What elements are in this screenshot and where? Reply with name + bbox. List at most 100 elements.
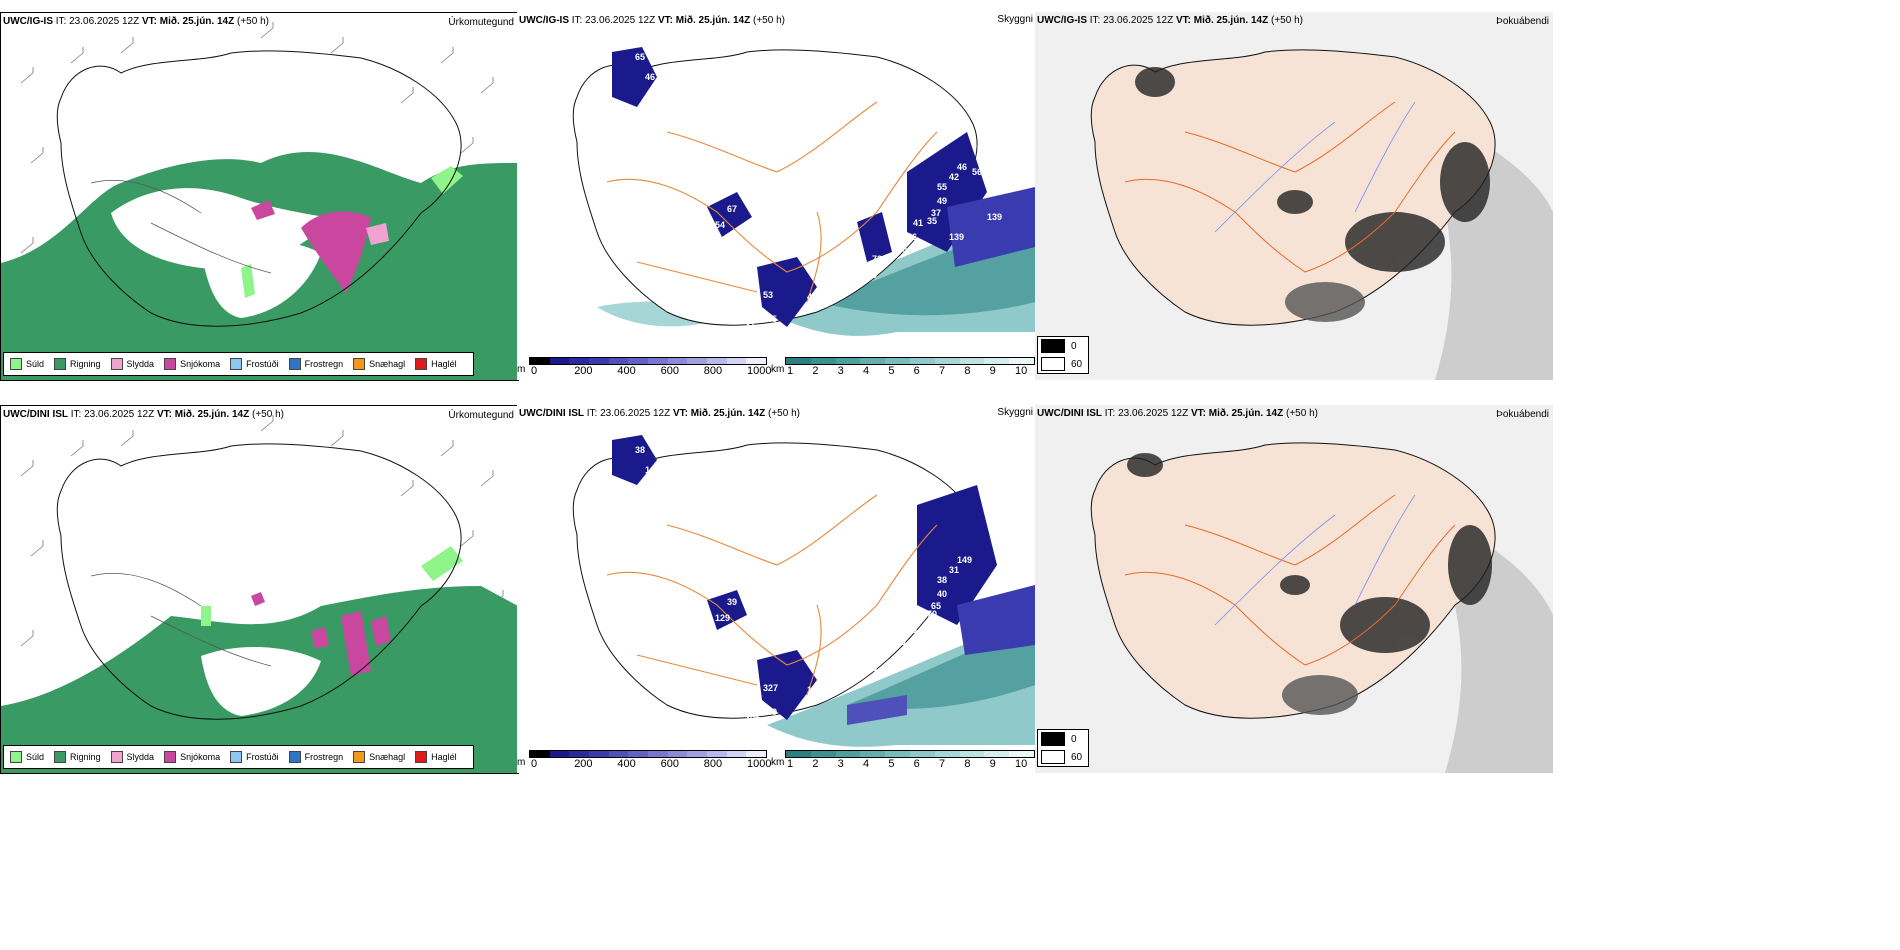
cloud-base-label: 34 <box>655 677 666 687</box>
visibility-unit: km <box>771 364 785 375</box>
map-header: UWC/DINI ISL IT: 23.06.2025 12Z VT: Mið.… <box>3 409 284 420</box>
cloud-base-label: 35 <box>767 314 778 324</box>
colorbar-tick: 800 <box>703 758 723 770</box>
legend-swatch <box>110 751 123 763</box>
cloud-base-label: 65 <box>635 52 646 62</box>
it-value: 23.06.2025 12Z <box>1118 408 1189 419</box>
fog-legend-value: 0 <box>1071 733 1077 745</box>
colorbar-segment <box>786 358 811 364</box>
vt-label: VT: <box>657 15 673 26</box>
lead-time: (+50 h) <box>1271 15 1303 26</box>
colorbar-tick: 0 <box>531 365 538 377</box>
colorbar-tick: 2 <box>812 365 819 377</box>
legend-swatch <box>415 358 428 370</box>
cloud-base-unit: m <box>517 364 526 375</box>
cloud-panel-title: Skyggni <box>997 407 1033 418</box>
cloud-base-map-row2: UWC/DINI ISL IT: 23.06.2025 12Z VT: Mið.… <box>517 405 1035 773</box>
legend-label: Snjókoma <box>180 359 221 369</box>
precip-legend: Súld Rigning Slydda Snjókoma Frostúði Frostre… <box>3 352 474 376</box>
cloud-base-label: 50 <box>867 270 878 280</box>
legend-label: Frostregn <box>304 752 344 762</box>
legend-label: Slydda <box>126 359 155 369</box>
precip-panel-title: Úrkomutegund <box>448 410 514 421</box>
visibility-colorbar: km 1 2 3 4 5 6 7 8 9 10 <box>771 750 1035 772</box>
cloud-base-label: 56 <box>913 611 924 621</box>
colorbar-tick: 5 <box>888 758 895 770</box>
cloud-base-label: 46 <box>645 72 656 82</box>
vt-value: Mið. 25.jún. 14Z <box>1193 15 1269 26</box>
cloud-base-label: 88 <box>747 685 758 695</box>
colorbar-segment <box>1009 358 1034 364</box>
cloud-panel-title: Skyggni <box>997 14 1033 25</box>
legend-swatch <box>54 751 67 763</box>
legend-label: Rigning <box>70 752 101 762</box>
cloud-base-label: 79 <box>767 707 778 717</box>
cloud-base-label: 56 <box>972 167 983 177</box>
precip-legend-item: Súld <box>10 751 44 763</box>
it-value: 23.06.2025 12Z <box>585 15 656 26</box>
model-name: UWC/DINI ISL <box>1037 408 1102 419</box>
vt-value: Mið. 25.jún. 14Z <box>159 16 235 27</box>
precip-type-map-row2: UWC/DINI ISL IT: 23.06.2025 12Z VT: Mið.… <box>0 405 519 774</box>
precip-legend-item: Frostregn <box>288 751 344 763</box>
colorbar-segment <box>589 751 609 757</box>
it-value: 23.06.2025 12Z <box>1103 15 1174 26</box>
colorbar-tick: 10 <box>1015 365 1028 377</box>
cloud-base-colorbar: m 0 200 400 600 800 1000 <box>517 750 771 772</box>
fog-indicator-map-row2: UWC/DINI ISL IT: 23.06.2025 12Z VT: Mið.… <box>1035 405 1553 773</box>
colorbar-segment <box>860 358 886 364</box>
vt-value: Mið. 25.jún. 14Z <box>690 408 766 419</box>
visibility-unit: km <box>771 757 785 768</box>
legend-label: Rigning <box>70 359 101 369</box>
cloud-base-label: 46 <box>867 663 878 673</box>
legend-swatch <box>54 358 67 370</box>
cloud-base-label: 65 <box>747 292 758 302</box>
legend-label: Haglél <box>431 359 457 369</box>
visibility-strip <box>785 750 1035 758</box>
colorbar-segment <box>810 751 836 757</box>
legend-label: Haglél <box>431 752 457 762</box>
colorbar-segment <box>667 358 688 364</box>
vt-value: Mið. 25.jún. 14Z <box>174 409 250 420</box>
precip-legend-item: Frostregn <box>288 358 344 370</box>
legend-label: Súld <box>26 359 45 369</box>
precip-legend-item: Snjókoma <box>164 358 220 370</box>
fog-panel-title: Þokuábendi <box>1496 16 1549 27</box>
colorbar-segment <box>569 358 590 364</box>
model-name: UWC/DINI ISL <box>519 408 584 419</box>
colorbar-segment <box>909 358 935 364</box>
cloud-base-label: 41 <box>913 218 924 228</box>
legend-label: Slydda <box>126 752 155 762</box>
cloud-base-label: 44 <box>872 647 883 657</box>
legend-swatch <box>353 358 366 370</box>
fog-legend-row: 60 <box>1038 355 1088 373</box>
cloud-base-label: 57 <box>657 485 668 495</box>
colorbar-segment <box>786 751 811 757</box>
cloud-base-label: 67 <box>979 132 990 142</box>
cloud-base-label: 70 <box>927 609 938 619</box>
colorbar-tick: 7 <box>939 758 946 770</box>
legend-swatch <box>10 358 22 370</box>
colorbar-segment <box>648 358 668 364</box>
colorbar-tick: 1 <box>787 365 794 377</box>
cloud-base-label: 46 <box>957 162 968 172</box>
legend-swatch <box>230 751 243 763</box>
colorbar-tick: 6 <box>913 365 920 377</box>
cloud-base-label: 151 <box>807 685 823 695</box>
map-header: UWC/IG-IS IT: 23.06.2025 12Z VT: Mið. 25… <box>519 15 785 26</box>
visibility-strip <box>785 357 1035 365</box>
colorbar-segment <box>746 358 767 364</box>
colorbar-tick: 400 <box>617 758 636 770</box>
fog-legend-swatch <box>1041 732 1065 746</box>
model-name: UWC/IG-IS <box>519 15 569 26</box>
legend-label: Frostregn <box>304 359 344 369</box>
lead-time: (+50 h) <box>237 16 269 27</box>
cloud-base-label: 305 <box>745 713 761 723</box>
fog-legend: 0 60 <box>1037 729 1089 767</box>
colorbar-segment <box>959 751 985 757</box>
fog-panel-title: Þokuábendi <box>1496 409 1549 420</box>
precip-legend-item: Slydda <box>110 751 155 763</box>
fog-legend-value: 60 <box>1071 358 1083 370</box>
colorbar-segment <box>934 358 960 364</box>
cloud-base-label: 51 <box>897 637 908 647</box>
